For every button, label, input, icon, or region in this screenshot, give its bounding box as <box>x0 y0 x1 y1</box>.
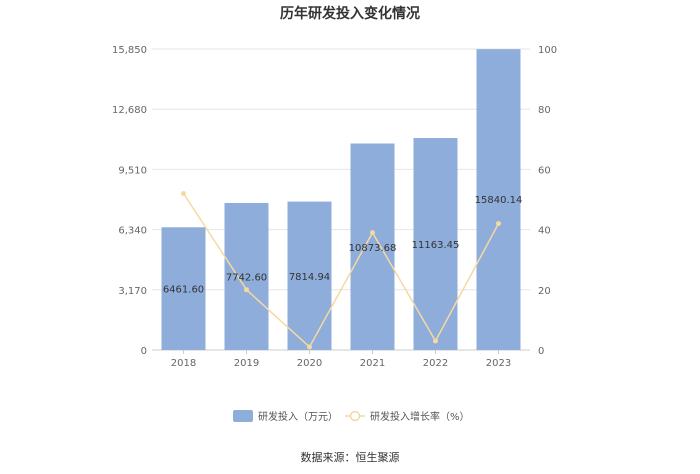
legend-swatch-bar <box>233 410 253 422</box>
bar-data-labels: 6461.60 7742.60 7814.94 10873.68 11163.45 158… <box>163 195 523 295</box>
bar <box>161 227 206 350</box>
left-axis-ticks: 0 3,170 6,340 9,510 12,680 15,850 <box>112 45 147 357</box>
bar <box>224 202 269 350</box>
left-axis-tick-label: 12,680 <box>112 105 147 116</box>
bar-series <box>161 49 521 350</box>
left-axis-tick-label: 15,850 <box>112 45 147 56</box>
right-axis-tick-label: 20 <box>538 286 551 297</box>
growth-rate-point <box>370 230 375 236</box>
right-axis-tick-label: 60 <box>538 165 551 176</box>
left-axis-tick-label: 9,510 <box>118 165 147 176</box>
bar-data-label: 15840.14 <box>475 195 523 206</box>
right-axis-tick-label: 40 <box>538 226 551 237</box>
line-series <box>181 190 501 350</box>
x-axis-ticks: 2018 2019 2020 2021 2022 2023 <box>171 350 511 369</box>
bar <box>476 49 521 350</box>
growth-rate-point <box>244 287 249 293</box>
right-axis-tick-label: 0 <box>538 346 544 357</box>
bar <box>287 201 332 350</box>
grid-lines <box>152 48 530 351</box>
legend-label-line: 研发投入增长率（%） <box>370 410 470 423</box>
growth-rate-point <box>433 338 438 344</box>
left-axis-tick-label: 0 <box>141 346 147 357</box>
chart-title: 历年研发投入变化情况 <box>280 5 420 22</box>
growth-rate-point <box>496 221 501 227</box>
left-axis-tick-label: 3,170 <box>118 286 147 297</box>
x-axis-tick-label: 2018 <box>171 358 196 369</box>
bar-data-label: 7742.60 <box>226 272 267 283</box>
bar <box>350 143 395 350</box>
growth-rate-line <box>182 193 500 349</box>
legend-label-bar: 研发投入（万元） <box>258 410 338 423</box>
bar-data-label: 10873.68 <box>349 243 397 254</box>
right-axis-tick-label: 80 <box>538 105 551 116</box>
right-axis-ticks: 0 20 40 60 80 100 <box>538 45 557 357</box>
right-axis-tick-label: 100 <box>538 45 557 56</box>
x-axis-tick-label: 2019 <box>234 358 259 369</box>
x-axis-tick-label: 2023 <box>486 358 511 369</box>
bar-data-label: 11163.45 <box>412 240 460 251</box>
data-source: 数据来源：恒生聚源 <box>301 450 400 464</box>
growth-rate-point <box>307 344 312 350</box>
x-axis-tick-label: 2020 <box>297 358 322 369</box>
growth-rate-point <box>181 190 186 196</box>
legend: 研发投入（万元） 研发投入增长率（%） <box>233 410 470 423</box>
legend-swatch-line-marker <box>349 410 361 422</box>
x-axis-tick-label: 2021 <box>360 358 385 369</box>
left-axis-tick-label: 6,340 <box>118 226 147 237</box>
x-axis-tick-label: 2022 <box>423 358 448 369</box>
bar-data-label: 6461.60 <box>163 285 204 296</box>
bar-data-label: 7814.94 <box>289 272 330 283</box>
